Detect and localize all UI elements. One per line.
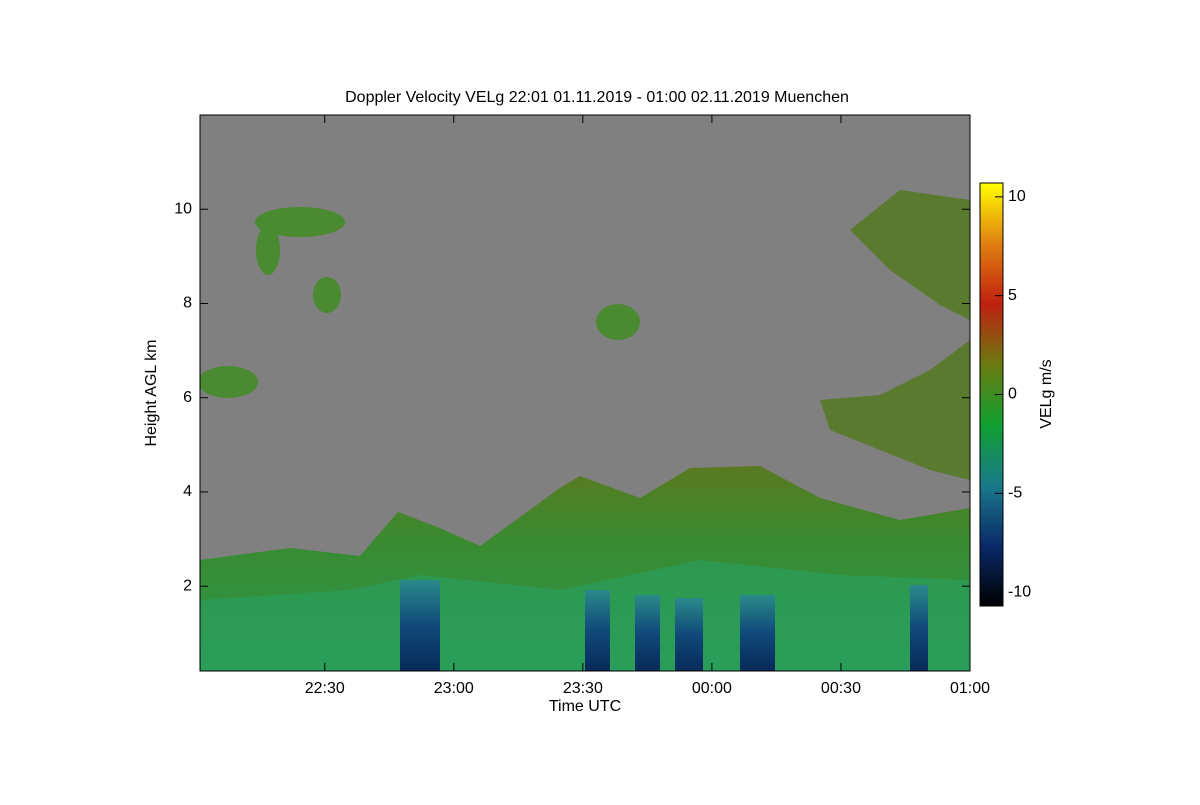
cloud: [256, 225, 280, 275]
colorbar-tick-label: -10: [1008, 583, 1031, 600]
plot-frame: [199, 114, 971, 672]
cloud: [820, 340, 970, 480]
x-tick-label: 23:00: [434, 680, 474, 697]
fall-streak: [740, 595, 775, 671]
colorbar-label: VELg m/s: [1038, 359, 1055, 428]
x-tick-label: 01:00: [950, 680, 990, 697]
cloud: [255, 207, 345, 237]
echo-field: [200, 190, 970, 671]
colorbar-tick-label: 0: [1008, 386, 1017, 403]
cloud: [596, 304, 640, 340]
colorbar-tick-label: 5: [1008, 287, 1017, 304]
y-tick-label: 10: [174, 200, 192, 217]
cloud: [313, 277, 341, 313]
x-tick-label: 00:00: [692, 680, 732, 697]
y-tick-label: 2: [183, 577, 192, 594]
x-axis-label: Time UTC: [549, 698, 621, 715]
fall-streak: [400, 580, 440, 671]
y-tick-label: 8: [183, 295, 192, 312]
x-tick-label: 22:30: [305, 680, 345, 697]
y-axis-label: Height AGL km: [143, 339, 160, 446]
cloud: [200, 366, 258, 398]
fall-streak: [910, 585, 928, 671]
chart-title: Doppler Velocity VELg 22:01 01.11.2019 -…: [345, 89, 849, 106]
fall-streak: [675, 598, 703, 671]
x-tick-label: 00:30: [821, 680, 861, 697]
colorbar-tick-label: -5: [1008, 485, 1022, 502]
colorbar-tick-label: 10: [1008, 188, 1026, 205]
fall-streak: [635, 595, 660, 671]
fall-streak: [585, 590, 610, 671]
x-tick-label: 23:30: [563, 680, 603, 697]
y-tick-label: 6: [183, 389, 192, 406]
cloud: [850, 190, 970, 320]
y-tick-label: 4: [183, 483, 192, 500]
